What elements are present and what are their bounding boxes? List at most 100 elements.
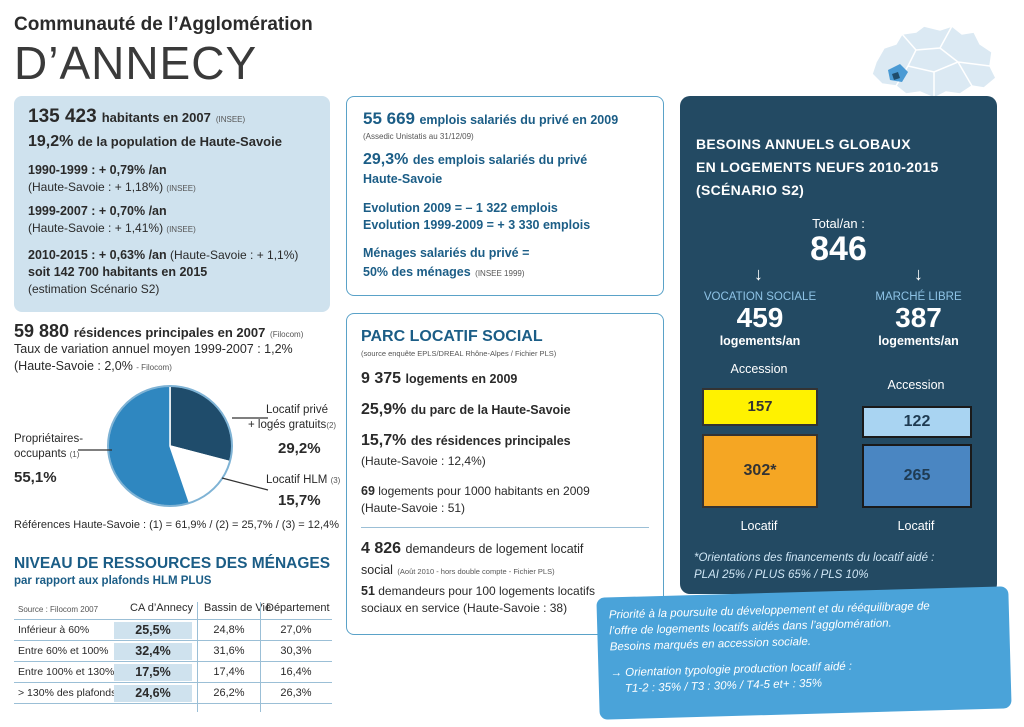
- col-departement: Département: [266, 602, 330, 614]
- pie-references: Références Haute-Savoie : (1) = 61,9% / …: [14, 519, 339, 531]
- demandeurs-label: demandeurs de logement locatif: [405, 542, 584, 556]
- rate-2010-2015-haute-savoie: (Haute-Savoie : + 1,1%): [169, 248, 299, 262]
- total-label: Total/an :: [812, 216, 865, 231]
- priorite-line4: → Orientation typologie production locat…: [610, 660, 853, 680]
- population-number: 135 423: [28, 106, 97, 127]
- residences-rate-source: - Filocom): [136, 363, 172, 372]
- demandeurs-social: social: [361, 563, 393, 577]
- menages-source: (INSEE 1999): [475, 269, 525, 278]
- sociale-value: 459: [736, 302, 784, 333]
- residences-number: 59 880: [14, 321, 70, 341]
- emplois-number: 55 669: [363, 109, 415, 128]
- parc-title: PARC LOCATIF SOCIAL: [361, 328, 543, 345]
- demandeurs-line2: social (Août 2010 - hors double compte -…: [361, 561, 555, 579]
- emplois-panel: 55 669 emplois salariés du privé en 2009…: [346, 96, 664, 296]
- parc-density: 69 logements pour 1000 habitants en 2009: [361, 484, 590, 498]
- parc-share-hs-label: du parc de la Haute-Savoie: [410, 403, 571, 417]
- projection-2015: soit 142 700 habitants en 2015: [28, 265, 208, 279]
- residences-rate-haute-savoie: (Haute-Savoie : 2,0%: [14, 359, 133, 373]
- sociale-unit: logements/an: [719, 334, 801, 348]
- demandeurs-value: 4 826: [361, 540, 402, 557]
- parc-density-value: 69: [361, 484, 375, 498]
- financement-note-2: PLAI 25% / PLUS 65% / PLS 10%: [694, 569, 869, 581]
- tenure-pie-chart: [107, 385, 233, 507]
- owners-value: 55,1%: [14, 469, 57, 486]
- parc-share-rp: 15,7% des résidences principales: [361, 432, 571, 450]
- cell-bassin-vie: 31,6%: [213, 645, 245, 657]
- parc-share-hs-value: 25,9%: [361, 401, 407, 418]
- financement-note-1: *Orientations des financements du locati…: [694, 552, 935, 564]
- parc-logements-label: logements en 2009: [405, 372, 518, 386]
- libre-accession-box: 122: [862, 406, 972, 438]
- table-row: > 130% des plafonds 24,6% 26,2% 26,3%: [14, 683, 332, 704]
- col-divider-1: [197, 602, 198, 712]
- rate-1990-1999-haute-savoie: (Haute-Savoie : + 1,18%): [28, 180, 164, 194]
- row-label: Inférieur à 60%: [18, 624, 90, 636]
- col-divider-2: [260, 602, 261, 712]
- emplois-share-value: 29,3%: [363, 151, 409, 168]
- table-row: Entre 60% et 100% 32,4% 31,6% 30,3%: [14, 641, 332, 662]
- besoins-title-3: (SCÉNARIO S2): [696, 182, 805, 198]
- pie-leader-lines: [78, 417, 269, 491]
- ressources-title: NIVEAU DE RESSOURCES DES MÉNAGES: [14, 555, 331, 572]
- priorite-panel: Priorité à la poursuite du développement…: [596, 586, 1012, 720]
- parc-share-rp-value: 15,7%: [361, 432, 407, 449]
- libre-locatif-label: Locatif: [897, 519, 935, 533]
- libre-locatif-box: 265: [862, 444, 972, 508]
- header-subtitle: Communauté de l’Agglomération: [14, 14, 313, 35]
- cell-bassin-vie: 24,8%: [213, 624, 245, 636]
- arrow-down-icon: ↓: [754, 264, 763, 284]
- priorite-line3: Besoins marqués en accession sociale.: [609, 635, 812, 654]
- rate-1999-2007-source: (INSEE): [166, 225, 196, 234]
- rate-2010-2015: 2010-2015 : + 0,63% /an (Haute-Savoie : …: [28, 248, 298, 262]
- demandeurs-ratio-value: 51: [361, 584, 375, 598]
- cell-departement: 26,3%: [280, 687, 312, 699]
- besoins-panel: BESOINS ANNUELS GLOBAUX EN LOGEMENTS NEU…: [680, 96, 997, 594]
- arrow-down-icon: ↓: [914, 264, 923, 284]
- libre-label: MARCHÉ LIBRE: [875, 291, 962, 303]
- pie-outline: [107, 385, 233, 507]
- rate-2010-2015-value: 2010-2015 : + 0,63% /an: [28, 248, 167, 262]
- hlm-value: 15,7%: [278, 492, 321, 509]
- parc-share-rp-ref: (Haute-Savoie : 12,4%): [361, 454, 486, 468]
- projection-note: (estimation Scénario S2): [28, 282, 160, 296]
- population-headline: 135 423 habitants en 2007 (INSEE): [28, 106, 245, 128]
- residences-rate-ref: (Haute-Savoie : 2,0% - Filocom): [14, 359, 172, 373]
- evolution-1999-2009: Evolution 1999-2009 = + 3 330 emplois: [363, 218, 591, 232]
- rate-1990-1999-source: (INSEE): [166, 184, 196, 193]
- sociale-accession-box: 157: [702, 388, 818, 426]
- row-label: Entre 60% et 100%: [18, 645, 109, 657]
- demandeurs: 4 826 demandeurs de logement locatif: [361, 540, 583, 558]
- emplois-share: 29,3% des emplois salariés du privé: [363, 151, 587, 169]
- menages-line1: Ménages salariés du privé =: [363, 246, 530, 260]
- rate-1999-2007-ref: (Haute-Savoie : + 1,41%) (INSEE): [28, 221, 196, 235]
- demandeurs-ratio: 51 demandeurs pour 100 logements locatif…: [361, 584, 595, 598]
- besoins-title-2: EN LOGEMENTS NEUFS 2010-2015: [696, 159, 939, 175]
- parc-logements-value: 9 375: [361, 370, 402, 387]
- cell-ca-annecy: 25,5%: [114, 622, 192, 639]
- cell-departement: 16,4%: [280, 666, 312, 678]
- rate-1990-1999: 1990-1999 : + 0,79% /an: [28, 163, 167, 177]
- region-map-icon: [871, 25, 997, 99]
- residences-label: résidences principales en 2007: [73, 325, 266, 340]
- ressources-source: Source : Filocom 2007: [18, 605, 99, 614]
- owners-label-line2: occupants: [14, 448, 67, 460]
- emplois-source: (Assedic Unistatis au 31/12/09): [363, 132, 474, 141]
- parc-share-rp-label: des résidences principales: [410, 434, 571, 448]
- cell-departement: 30,3%: [280, 645, 312, 657]
- population-panel: 135 423 habitants en 2007 (INSEE) 19,2% …: [14, 96, 330, 312]
- header-title: D’ANNECY: [14, 37, 258, 89]
- libre-accession-label: Accession: [887, 378, 945, 392]
- population-share-value: 19,2%: [28, 133, 74, 150]
- residences-headline: 59 880 résidences principales en 2007 (F…: [14, 321, 303, 342]
- demandeurs-ratio-label: demandeurs pour 100 logements locatifs: [378, 584, 596, 598]
- demandeurs-ratio-line2: sociaux en service (Haute-Savoie : 38): [361, 601, 568, 615]
- ressources-table: Source : Filocom 2007 CA d’Annecy Bassin…: [14, 598, 332, 712]
- emplois-headline: 55 669 emplois salariés du privé en 2009: [363, 109, 618, 129]
- rate-1990-1999-ref: (Haute-Savoie : + 1,18%) (INSEE): [28, 180, 196, 194]
- total-value: 846: [810, 230, 867, 268]
- rate-1999-2007-haute-savoie: (Haute-Savoie : + 1,41%): [28, 221, 164, 235]
- cell-bassin-vie: 17,4%: [213, 666, 245, 678]
- libre-unit: logements/an: [878, 334, 959, 348]
- col-bassin-vie: Bassin de Vie: [204, 602, 272, 614]
